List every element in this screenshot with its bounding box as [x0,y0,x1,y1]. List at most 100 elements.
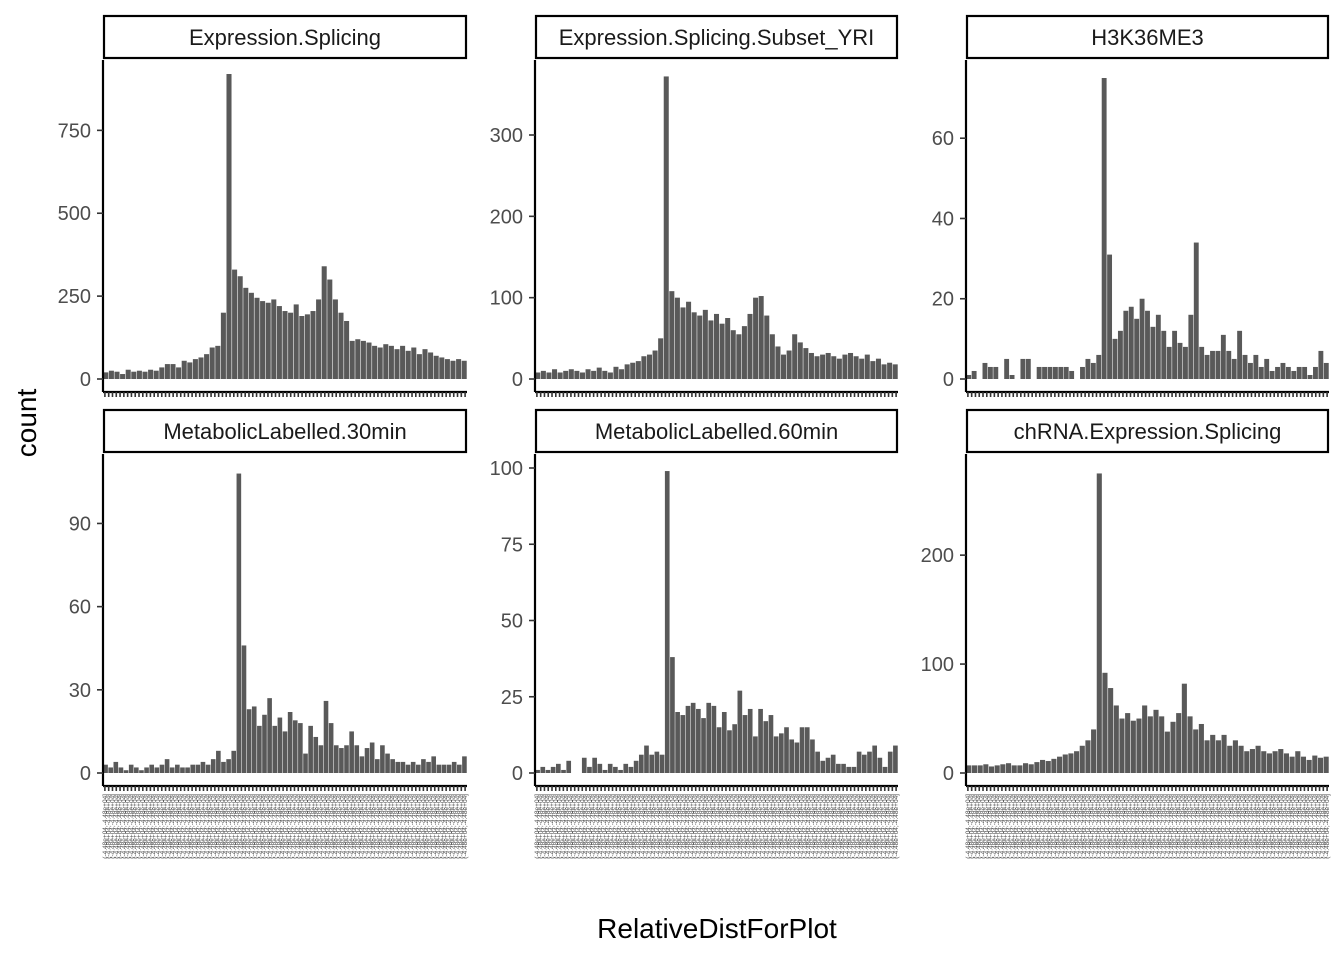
histogram-bar [114,371,120,379]
histogram-bar [1285,366,1291,379]
x-tick-label: (-4.48e+04,-4.48e+04] [401,794,408,859]
histogram-bar [332,299,338,379]
histogram-bar [663,76,669,379]
histogram-bar [690,702,696,773]
facet-title: H3K36ME3 [1091,25,1204,50]
histogram-bar [1188,314,1194,379]
x-tick-label: (-4.48e+04,-4.48e+04] [579,794,586,859]
histogram-bar [180,767,185,773]
histogram-bar [400,345,406,379]
histogram-bar [1232,740,1238,773]
x-tick-label: (-4.48e+04,-4.48e+04] [1317,794,1324,859]
histogram-bar [846,766,852,773]
histogram-bar [1313,366,1318,379]
histogram-bar [836,763,841,773]
x-tick-label: (-4.48e+04,-4.48e+04] [390,794,397,859]
histogram-bar [327,279,333,379]
histogram-bar [1253,354,1259,379]
x-tick-label: (-4.48e+04,-4.48e+04] [333,794,340,859]
histogram-bar [659,754,665,773]
x-tick-label: (-4.48e+04,-4.48e+04] [999,794,1006,859]
facet-panel: MetabolicLabelled.30min 0 30 60 90 (-4.48e+04… [69,408,469,859]
histogram-bar [737,690,743,773]
histogram-bar [422,349,428,379]
histogram-bar [1123,310,1129,379]
histogram-bar [287,712,293,773]
histogram-bar [339,748,344,773]
histogram-bar [623,763,629,773]
x-tick-label: (-4.48e+04,-4.48e+04] [1143,794,1150,859]
histogram-bar [364,748,370,773]
histogram-bar [1221,734,1227,774]
histogram-bar [333,745,339,773]
x-tick-label: (-4.48e+04,-4.48e+04] [636,794,643,859]
x-tick-label: (-4.48e+04,-4.48e+04] [564,794,571,859]
y-tick-label: 200 [921,545,954,567]
histogram-bar [1266,753,1272,773]
histogram-bar [1210,350,1215,379]
x-tick-label: (-4.48e+04,-4.48e+04] [734,794,741,859]
x-tick-label: (-4.48e+04,-4.48e+04] [666,794,673,859]
x-tick-label: (-4.48e+04,-4.48e+04] [610,794,617,859]
histogram-bar [204,354,210,379]
histogram-bar [1258,366,1264,379]
histogram-bar [1272,751,1278,773]
histogram-bar [820,354,826,379]
x-tick-label: (-4.48e+04,-4.48e+04] [170,794,177,859]
x-tick-label: (-4.48e+04,-4.48e+04] [757,794,764,859]
x-tick-label: (-4.48e+04,-4.48e+04] [235,794,242,859]
y-tick-label: 90 [69,513,91,535]
histogram-bar [164,364,170,379]
x-tick-label: (-4.48e+04,-4.48e+04] [409,794,416,859]
x-tick-label: (-4.48e+04,-4.48e+04] [1131,794,1138,859]
x-tick-label: (-4.48e+04,-4.48e+04] [1233,794,1240,859]
histogram-bar [769,334,775,379]
histogram-bar [1090,362,1096,379]
x-tick-label: (-4.48e+04,-4.48e+04] [307,794,314,859]
x-tick-label: (-4.48e+04,-4.48e+04] [189,794,196,859]
histogram-bar [851,766,857,773]
y-tick-label: 100 [490,458,523,480]
histogram-bar [457,764,462,773]
histogram-bar [272,725,278,773]
histogram-bar [1278,749,1284,773]
x-tick-label: (-4.48e+04,-4.48e+04] [276,794,283,859]
histogram-bar [390,759,395,773]
x-tick-label: (-4.48e+04,-4.48e+04] [1041,794,1048,859]
x-tick-label: (-4.48e+04,-4.48e+04] [791,794,798,859]
y-tick-label: 0 [943,369,954,391]
x-tick-label: (-4.48e+04,-4.48e+04] [458,794,465,859]
histogram-bar [747,313,753,379]
x-tick-label: (-4.48e+04,-4.48e+04] [776,794,783,859]
histogram-bar [730,330,736,379]
histogram-bar [696,708,701,773]
histogram-bar [870,361,876,379]
x-tick-label: (-4.48e+04,-4.48e+04] [689,794,696,859]
x-tick-label: (-4.48e+04,-4.48e+04] [541,794,548,859]
y-axis-title: count [11,389,42,458]
histogram-bar [1000,764,1006,773]
x-tick-label: (-4.48e+04,-4.48e+04] [976,794,983,859]
x-tick-label: (-4.48e+04,-4.48e+04] [787,794,794,859]
x-axis-title: RelativeDistForPlot [597,913,837,944]
x-tick-label: (-4.48e+04,-4.48e+04] [893,794,900,859]
histogram-bar [232,269,238,379]
x-tick-label: (-4.48e+04,-4.48e+04] [874,794,881,859]
x-tick-label: (-4.48e+04,-4.48e+04] [212,794,219,859]
histogram-bar [1074,751,1080,773]
histogram-bar [355,339,361,379]
histogram-bar [210,759,216,773]
x-tick-label: (-4.48e+04,-4.48e+04] [398,794,405,859]
histogram-bar [607,763,613,773]
histogram-bar [439,357,445,379]
x-tick-label: (-4.48e+04,-4.48e+04] [128,794,135,859]
histogram-bar [231,750,237,773]
x-tick-label: (-4.48e+04,-4.48e+04] [394,794,401,859]
x-tick-label: (-4.48e+04,-4.48e+04] [670,794,677,859]
histogram-bar [108,767,113,773]
histogram-bar [209,347,215,379]
x-tick-label: (-4.48e+04,-4.48e+04] [1290,794,1297,859]
histogram-bar [552,369,558,379]
histogram-bar [241,645,247,773]
x-tick-label: (-4.48e+04,-4.48e+04] [1275,794,1282,859]
